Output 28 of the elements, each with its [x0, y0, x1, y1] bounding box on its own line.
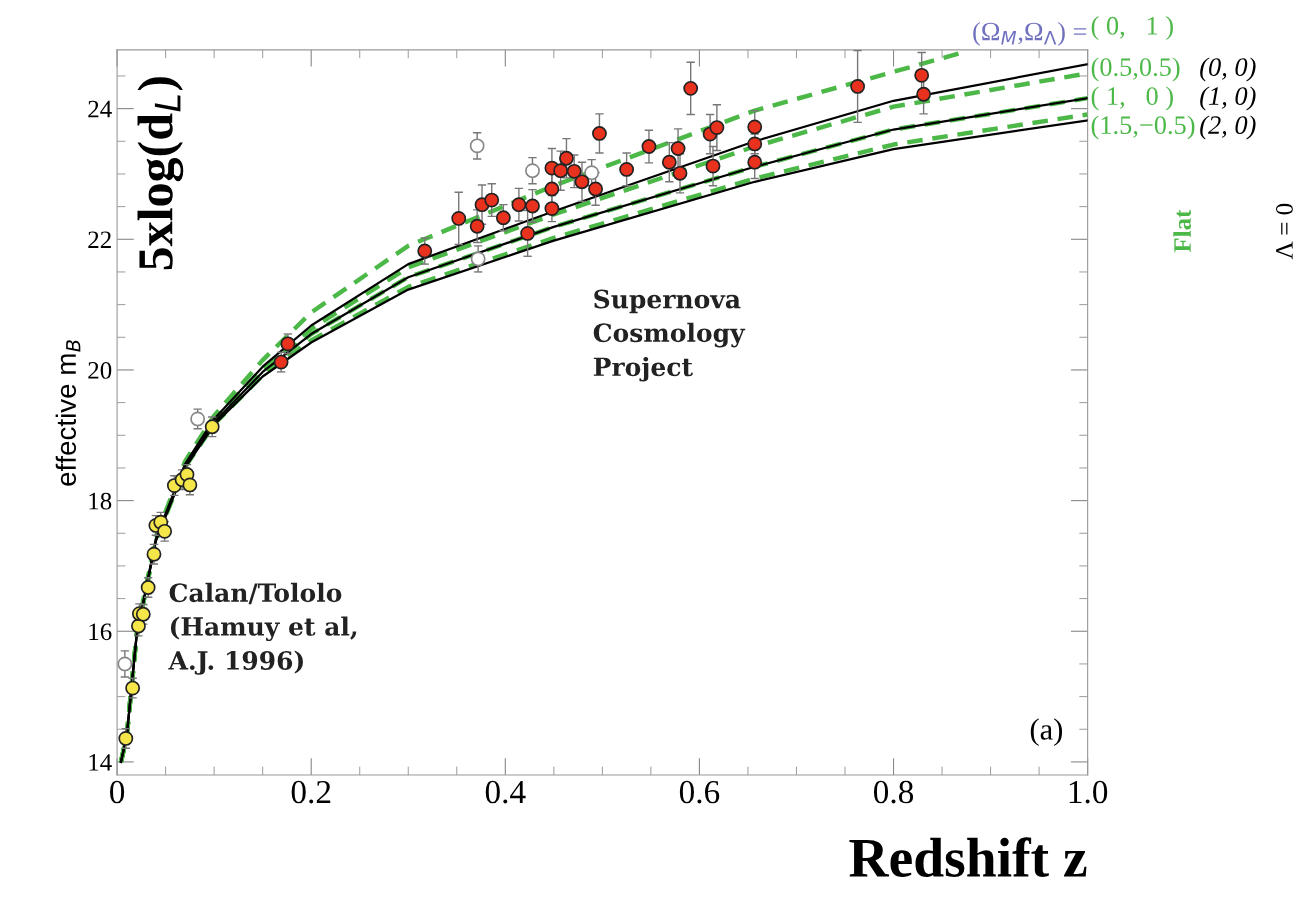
annotation: Supernova Cosmology Project	[593, 289, 746, 382]
y-tick-label: 16	[89, 623, 112, 641]
y-tick-label: 20	[88, 362, 112, 379]
text: Flat	[1173, 209, 1191, 253]
annotation: 5xlog(d$_{L}$)	[137, 77, 184, 270]
y-tick-label: 18	[89, 492, 112, 510]
y-tick-label: 24	[88, 100, 112, 118]
x-axis-title: Redshift z	[849, 837, 1087, 877]
annotation: Calan/Tololo (Hamuy et al, A.J. 1996)	[168, 582, 357, 675]
x-tick-label: 0.4	[485, 780, 526, 804]
text: (1, 0)	[1200, 86, 1256, 111]
text: (0, 0)	[1200, 57, 1256, 82]
text: (2, 0)	[1200, 115, 1256, 140]
text: (1.5,−0.5)	[1091, 115, 1195, 140]
x-tick-label: 0.6	[679, 780, 720, 804]
text: ( 1, 0 )	[1091, 86, 1173, 111]
text: ( 0, 1 )	[1091, 16, 1173, 41]
x-tick-label: 0.8	[873, 780, 914, 804]
y-axis-title: effective m$_{B}$	[55, 340, 81, 486]
x-tick-label: 0	[110, 780, 125, 804]
x-tick-label: 1.0	[1069, 780, 1108, 804]
text: (0.5,0.5)	[1091, 57, 1180, 82]
y-tick-label: 14	[89, 754, 112, 771]
text: (Ω$_{M}$,Ω$_{Λ}$) =	[973, 21, 1087, 46]
text: Λ = 0	[1275, 203, 1293, 260]
annotation: (a)	[1030, 718, 1063, 746]
y-tick-label: 22	[88, 231, 111, 248]
x-tick-label: 0.2	[291, 780, 331, 804]
